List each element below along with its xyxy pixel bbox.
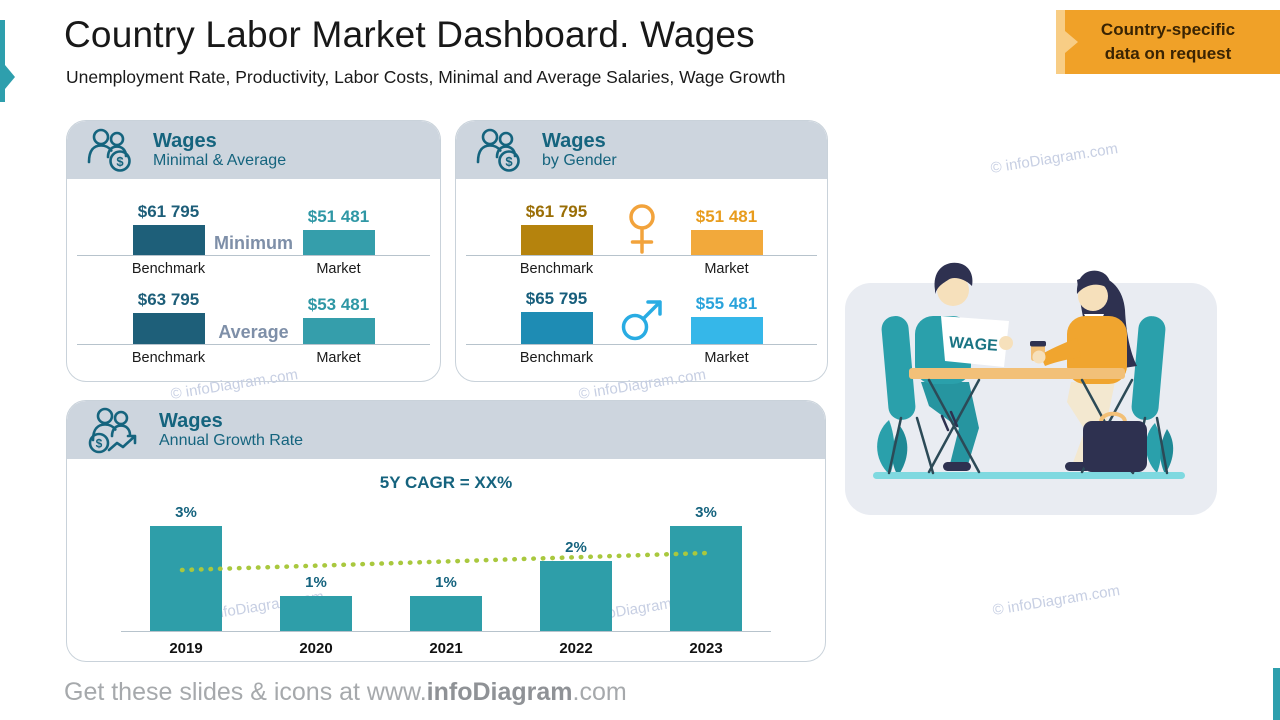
wage-paper-text: WAGE <box>948 334 998 354</box>
svg-text:$: $ <box>116 154 124 169</box>
growth-chart-plot: 3% 1% 1% 2% 3% <box>121 499 771 632</box>
benchmark-value: $65 795 <box>525 289 588 308</box>
benchmark-bar <box>132 225 205 255</box>
card-title: Wages <box>153 130 217 152</box>
growth-chart-title: 5Y CAGR = XX% <box>379 473 513 492</box>
meeting-illustration: WAGE <box>845 262 1217 515</box>
footer-prefix: Get these slides & icons at www. <box>64 678 427 706</box>
growth-bar <box>540 561 612 631</box>
bar-group-2022: 2% <box>511 499 641 631</box>
svg-text:$: $ <box>505 154 513 169</box>
axis-line <box>77 344 430 345</box>
market-axis-label: Market <box>704 350 749 366</box>
card-title: Wages <box>159 410 223 432</box>
market-value: $51 481 <box>307 207 370 226</box>
bar-value-label: 2% <box>565 539 587 556</box>
card-title: Wages <box>542 130 606 152</box>
bar-group-2019: 3% <box>121 499 251 631</box>
card-header: $ Wages Annual Growth Rate <box>67 401 825 459</box>
footer-suffix: .com <box>572 678 627 706</box>
benchmark-axis-label: Benchmark <box>519 350 594 366</box>
market-bar <box>690 230 763 255</box>
year-label: 2019 <box>169 640 203 657</box>
female-icon <box>628 204 655 254</box>
footer-credit: Get these slides & icons at www.infoDiag… <box>64 678 627 707</box>
bar-value-label: 3% <box>175 504 197 521</box>
growth-x-axis: 2019 2020 2021 2022 2023 <box>121 640 771 657</box>
card-subtitle: Annual Growth Rate <box>159 432 304 449</box>
people-dollar-growth-icon: $ <box>88 407 137 454</box>
market-value: $55 481 <box>695 294 758 313</box>
benchmark-axis-label: Benchmark <box>519 261 594 277</box>
card-subtitle: Minimal & Average <box>153 152 287 169</box>
footer-brand: infoDiagram <box>426 678 573 706</box>
group-label-average: Average <box>218 322 289 342</box>
bar-group-2021: 1% <box>381 499 511 631</box>
benchmark-axis-label: Benchmark <box>131 261 206 277</box>
pair-chart-average: $63 795 Average $53 481 Benchmark Market <box>67 288 440 366</box>
growth-bar <box>280 596 352 631</box>
market-axis-label: Market <box>704 261 749 277</box>
card-subtitle: by Gender <box>542 152 617 169</box>
watermark: © infoDiagram.com <box>989 140 1120 177</box>
year-label: 2023 <box>689 640 723 657</box>
benchmark-bar <box>520 312 593 344</box>
market-bar <box>690 317 763 344</box>
pair-chart-female: $61 795 $51 481 <box>456 199 827 277</box>
people-dollar-icon: $ <box>476 128 520 172</box>
card-body: $61 795 $51 481 <box>456 179 827 366</box>
card-header: $ Wages by Gender <box>456 121 827 179</box>
bottom-right-accent-strip <box>1273 668 1280 720</box>
card-body: 5Y CAGR = XX% 3% 1% 1% 2% <box>67 459 825 661</box>
bar-value-label: 3% <box>695 504 717 521</box>
pair-chart-male: $65 795 $55 481 <box>456 288 827 366</box>
year-label: 2020 <box>299 640 333 657</box>
benchmark-value: $61 795 <box>525 202 588 221</box>
people-dollar-icon: $ <box>87 128 131 172</box>
market-axis-label: Market <box>316 261 361 277</box>
benchmark-bar <box>520 225 593 255</box>
market-axis-label: Market <box>316 350 361 366</box>
bar-group-2023: 3% <box>641 499 771 631</box>
year-label: 2022 <box>559 640 593 657</box>
benchmark-bar <box>132 313 205 344</box>
ribbon-line-2: data on request <box>1104 44 1232 63</box>
axis-line <box>77 255 430 256</box>
watermark: © infoDiagram.com <box>991 582 1122 619</box>
benchmark-value: $61 795 <box>137 202 200 221</box>
axis-line <box>466 255 817 256</box>
axis-line <box>466 344 817 345</box>
ribbon-country-specific: Country-specific data on request <box>1056 10 1280 74</box>
page-subtitle: Unemployment Rate, Productivity, Labor C… <box>66 67 786 87</box>
bar-group-2020: 1% <box>251 499 381 631</box>
group-label-minimum: Minimum <box>214 233 293 253</box>
card-wages-by-gender: $ Wages by Gender $61 795 <box>455 120 828 382</box>
market-bar <box>302 318 375 344</box>
year-label: 2021 <box>429 640 463 657</box>
ribbon-line-1: Country-specific <box>1100 20 1236 40</box>
male-icon <box>621 300 662 341</box>
svg-text:$: $ <box>96 437 103 451</box>
benchmark-axis-label: Benchmark <box>131 350 206 366</box>
growth-bar <box>670 526 742 631</box>
market-bar <box>302 230 375 255</box>
pair-chart-minimum: $61 795 Minimum $51 481 Benchmark Market <box>67 199 440 277</box>
benchmark-value: $63 795 <box>137 290 200 309</box>
growth-bar <box>150 526 222 631</box>
card-wages-annual-growth: $ Wages Annual Growth Rate 5Y CAGR = XX%… <box>66 400 826 662</box>
page-title: Country Labor Market Dashboard. Wages <box>64 14 755 55</box>
bar-value-label: 1% <box>435 574 457 591</box>
growth-bar <box>410 596 482 631</box>
card-body: $61 795 Minimum $51 481 Benchmark Market <box>67 179 440 366</box>
market-value: $51 481 <box>695 207 758 226</box>
card-header: $ Wages Minimal & Average <box>67 121 440 179</box>
left-accent-bookmark <box>0 20 15 102</box>
bar-value-label: 1% <box>305 574 327 591</box>
market-value: $53 481 <box>307 295 370 314</box>
card-wages-minimal-average: $ Wages Minimal & Average $61 795 Minimu… <box>66 120 441 382</box>
